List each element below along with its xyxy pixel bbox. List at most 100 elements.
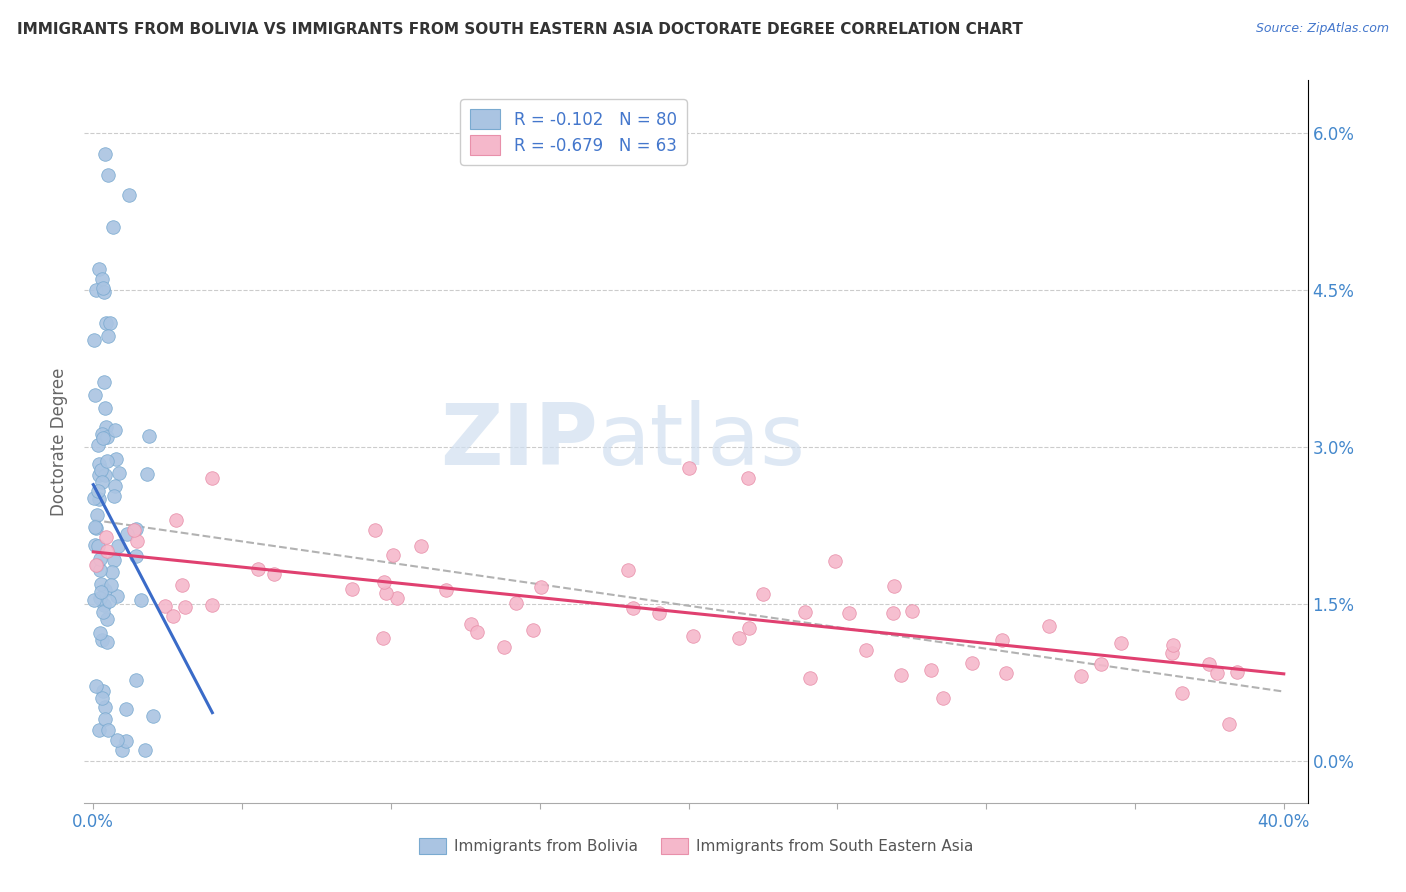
Point xyxy=(94,583,117,598)
Point xyxy=(83,538,105,552)
Point xyxy=(96,454,118,468)
Point xyxy=(728,631,751,645)
Point xyxy=(142,709,165,723)
Point xyxy=(434,583,457,598)
Point xyxy=(93,598,115,612)
Point xyxy=(1090,657,1112,671)
Point xyxy=(89,625,111,640)
Point xyxy=(794,605,817,619)
Text: Source: ZipAtlas.com: Source: ZipAtlas.com xyxy=(1256,22,1389,36)
Point xyxy=(89,563,111,577)
Point xyxy=(960,656,983,670)
Point xyxy=(1198,657,1220,672)
Point xyxy=(340,582,363,596)
Point xyxy=(122,523,145,537)
Point xyxy=(96,635,118,649)
Point xyxy=(84,558,107,572)
Text: IMMIGRANTS FROM BOLIVIA VS IMMIGRANTS FROM SOUTH EASTERN ASIA DOCTORATE DEGREE C: IMMIGRANTS FROM BOLIVIA VS IMMIGRANTS FR… xyxy=(17,22,1022,37)
Point xyxy=(91,684,114,698)
Point xyxy=(94,420,117,434)
Point xyxy=(135,467,157,481)
Point xyxy=(83,491,105,506)
Point xyxy=(89,551,111,566)
Point xyxy=(87,492,110,507)
Point xyxy=(96,430,118,444)
Point xyxy=(90,427,112,442)
Point xyxy=(134,743,156,757)
Point xyxy=(91,605,114,619)
Point xyxy=(107,539,129,553)
Point xyxy=(84,520,107,534)
Point xyxy=(374,586,396,600)
Point xyxy=(1171,686,1194,700)
Point xyxy=(94,712,117,726)
Point xyxy=(115,527,138,541)
Point xyxy=(83,592,105,607)
Point xyxy=(84,283,107,297)
Point xyxy=(91,272,114,286)
Point xyxy=(90,475,112,490)
Point xyxy=(96,530,118,544)
Point xyxy=(530,580,553,594)
Point xyxy=(201,598,224,612)
Point xyxy=(87,438,110,452)
Point xyxy=(90,584,112,599)
Point xyxy=(678,460,700,475)
Y-axis label: Doctorate Degree: Doctorate Degree xyxy=(51,368,69,516)
Point xyxy=(107,589,129,603)
Point xyxy=(364,524,387,538)
Point xyxy=(371,632,394,646)
Point xyxy=(90,577,112,591)
Point xyxy=(932,690,955,705)
Point xyxy=(1161,646,1184,660)
Point xyxy=(83,334,105,348)
Point xyxy=(105,733,128,747)
Point xyxy=(381,548,404,562)
Point xyxy=(97,329,120,343)
Point xyxy=(738,621,761,635)
Point xyxy=(890,667,912,681)
Point xyxy=(799,671,821,685)
Point xyxy=(111,743,134,757)
Point xyxy=(138,429,160,443)
Point xyxy=(86,558,108,573)
Point xyxy=(91,280,114,294)
Point xyxy=(385,591,408,605)
Point xyxy=(127,534,149,549)
Point xyxy=(855,643,877,657)
Point xyxy=(94,468,117,483)
Point xyxy=(103,553,125,567)
Point xyxy=(89,458,111,472)
Point xyxy=(108,467,131,481)
Point xyxy=(153,599,176,614)
Point xyxy=(883,578,905,592)
Point xyxy=(129,593,152,607)
Point xyxy=(1205,665,1227,680)
Point xyxy=(838,607,860,621)
Point xyxy=(174,600,197,615)
Point xyxy=(201,471,224,485)
Point xyxy=(101,220,124,235)
Point xyxy=(460,616,482,631)
Text: atlas: atlas xyxy=(598,400,806,483)
Point xyxy=(991,632,1014,647)
Point xyxy=(1163,638,1185,652)
Point xyxy=(162,608,184,623)
Point xyxy=(83,388,105,402)
Point xyxy=(1226,665,1249,679)
Point xyxy=(920,663,942,677)
Point xyxy=(114,733,136,747)
Point xyxy=(93,699,115,714)
Point xyxy=(115,701,138,715)
Point xyxy=(84,679,107,693)
Point xyxy=(104,452,127,467)
Point xyxy=(103,479,125,493)
Point xyxy=(90,632,112,647)
Point xyxy=(87,484,110,499)
Point xyxy=(247,562,270,576)
Point xyxy=(93,401,115,415)
Point xyxy=(89,723,111,737)
Point xyxy=(1109,636,1132,650)
Point xyxy=(91,431,114,445)
Point xyxy=(994,665,1017,680)
